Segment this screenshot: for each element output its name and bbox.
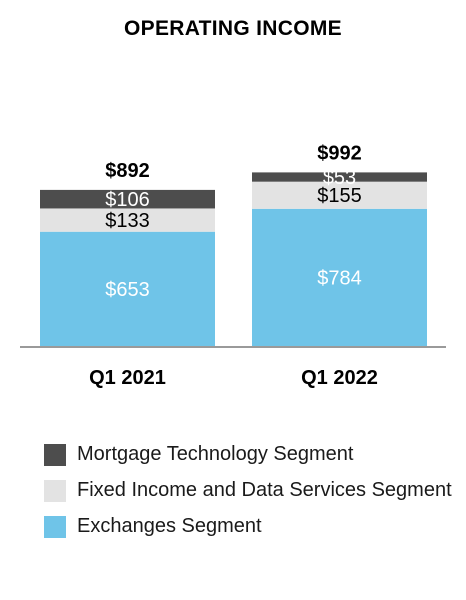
- legend-label-1: Fixed Income and Data Services Segment: [77, 479, 452, 501]
- legend-label-0: Exchanges Segment: [77, 515, 262, 537]
- data-label-0-2: $106: [105, 189, 150, 211]
- bar-segment-1-2: [252, 172, 427, 182]
- bar-segment-0-0: [40, 231, 215, 346]
- bar-segment-1-1: [252, 181, 427, 209]
- legend-label-2: Mortgage Technology Segment: [77, 443, 354, 465]
- category-label-1: Q1 2022: [301, 367, 378, 389]
- legend-swatch-2: [44, 444, 66, 466]
- bar-segment-1-0: [252, 208, 427, 346]
- chart-legend: Mortgage Technology Segment Fixed Income …: [44, 441, 454, 549]
- data-label-1-0: $784: [317, 267, 362, 289]
- data-label-1-2: $53: [323, 167, 356, 189]
- legend-item-2: Mortgage Technology Segment: [44, 441, 454, 468]
- legend-item-1: Fixed Income and Data Services Segment: [44, 477, 454, 504]
- total-label-0: $892: [105, 160, 150, 182]
- data-label-0-1: $133: [105, 210, 150, 232]
- legend-swatch-0: [44, 516, 66, 538]
- data-label-0-0: $653: [105, 279, 150, 301]
- bar-segment-0-2: [40, 189, 215, 209]
- legend-item-0: Exchanges Segment: [44, 513, 454, 540]
- legend-swatch-1: [44, 480, 66, 502]
- total-label-1: $992: [317, 142, 362, 164]
- chart-title: OPERATING INCOME: [124, 17, 342, 40]
- category-label-0: Q1 2021: [89, 367, 166, 389]
- data-label-1-1: $155: [317, 185, 362, 207]
- bar-segment-0-1: [40, 208, 215, 232]
- stacked-bar-chart: $653 $133$106 $892 Q1 2021 $784 $155$53 $992 Q1…: [20, 142, 446, 389]
